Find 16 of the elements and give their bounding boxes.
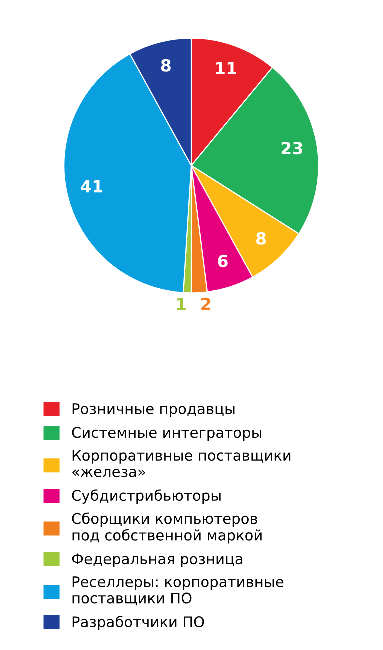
legend-label: Субдистрибьюторы xyxy=(72,490,221,504)
legend-label: Реселлеры: корпоративные поставщики ПО xyxy=(72,576,284,606)
legend-label: Розничные продавцы xyxy=(72,404,235,418)
data-label: 2 xyxy=(202,298,210,310)
legend-label: Федеральная розница xyxy=(72,554,243,568)
data-label: 6 xyxy=(218,254,228,268)
data-label: 8 xyxy=(256,232,266,245)
data-label: 41 xyxy=(81,180,102,193)
data-label: 1 xyxy=(177,298,186,310)
data-label: 11 xyxy=(216,62,236,74)
data-label: 23 xyxy=(282,142,302,155)
legend-label: Системные интеграторы xyxy=(72,427,262,442)
legend-label: Корпоративные поставщики «железа» xyxy=(72,450,291,478)
legend-label: Разработчики ПО xyxy=(72,616,204,630)
legend-label: Сборщики компьютеров под собственной маркой xyxy=(72,512,262,544)
data-label: 8 xyxy=(161,59,171,72)
